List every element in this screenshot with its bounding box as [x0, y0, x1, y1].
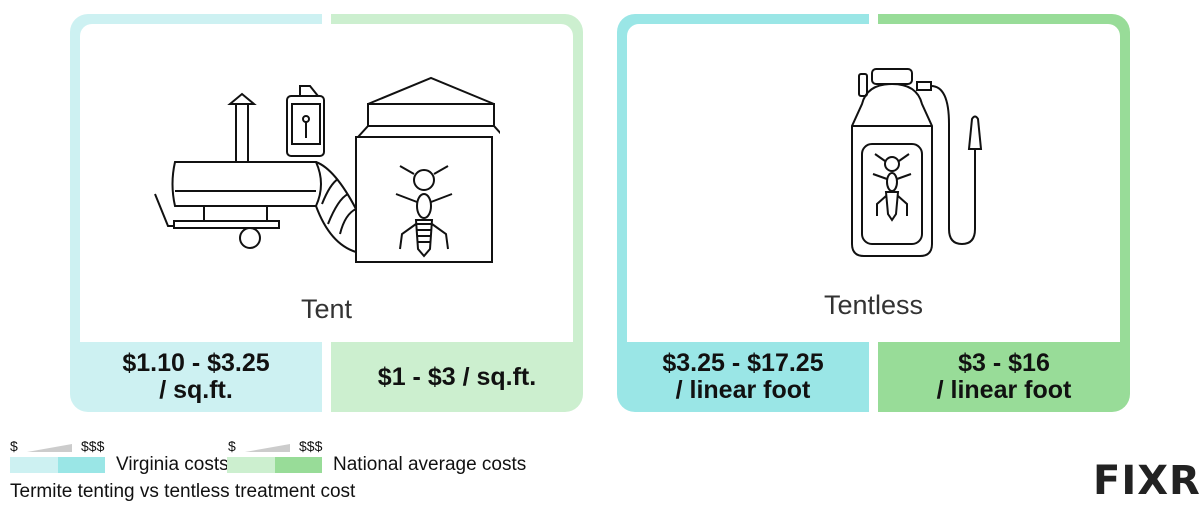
- legend-low: $: [10, 438, 18, 454]
- tent-card: Tent $1.10 - $3.25/ sq.ft. $1 - $3 / sq.…: [70, 14, 583, 412]
- legend-high: $$$: [81, 438, 105, 454]
- tent-fumigation-icon: [154, 76, 500, 263]
- national-swatch-dark: [275, 457, 322, 473]
- legend-low: $: [228, 438, 236, 454]
- fixr-logo: FIXR: [1093, 458, 1200, 504]
- legend-national: National average costs: [333, 454, 527, 475]
- virginia-swatch-light: [10, 457, 58, 473]
- national-price: $3 - $16/ linear foot: [878, 342, 1130, 412]
- card-body: Tentless: [627, 24, 1120, 342]
- national-price: $1 - $3 / sq.ft.: [377, 362, 537, 391]
- legend-high: $$$: [299, 438, 323, 454]
- ramp-icon: [27, 444, 72, 452]
- price-line: $1.10 - $3.25: [122, 349, 270, 377]
- caption: Termite tenting vs tentless treatment co…: [10, 481, 356, 502]
- card-label: Tentless: [823, 290, 924, 320]
- price-unit: / sq.ft.: [159, 376, 233, 404]
- ramp-icon: [245, 444, 290, 452]
- virginia-price: $3.25 - $17.25/ linear foot: [617, 342, 869, 412]
- virginia-price: $1.10 - $3.25/ sq.ft.: [70, 342, 322, 412]
- legend-virginia: Virginia costs: [116, 454, 229, 475]
- price-line: $3 - $16: [958, 349, 1050, 377]
- card-body: Tent: [80, 24, 573, 342]
- price-unit: / linear foot: [675, 376, 811, 404]
- virginia-swatch-dark: [58, 457, 105, 473]
- national-swatch-light: [227, 457, 275, 473]
- price-unit: / linear foot: [936, 376, 1072, 404]
- sprayer-icon: [851, 68, 983, 257]
- tentless-card: Tentless $3.25 - $17.25/ linear foot $3 …: [617, 14, 1130, 412]
- card-label: Tent: [300, 294, 353, 324]
- price-line: $3.25 - $17.25: [662, 349, 824, 377]
